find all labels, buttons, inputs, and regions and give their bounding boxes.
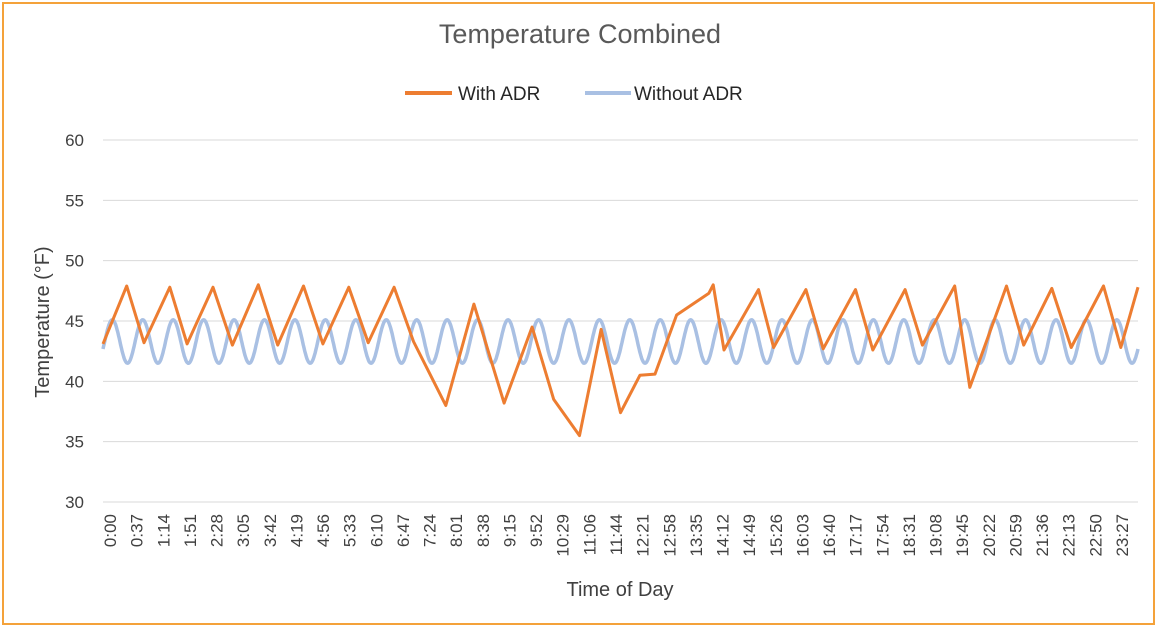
x-axis-title: Time of Day: [566, 579, 673, 601]
x-tick-label: 22:50: [1086, 514, 1105, 557]
x-tick-label: 11:44: [607, 514, 626, 555]
x-tick-label: 22:13: [1060, 514, 1079, 557]
y-tick-label: 45: [65, 312, 84, 331]
series-line-without-adr: [101, 318, 1140, 365]
x-tick-label: 0:00: [101, 514, 120, 547]
x-tick-label: 12:58: [660, 514, 679, 557]
x-tick-label: 18:31: [900, 514, 919, 557]
x-axis-tick-labels: 0:00 0:37 1:14 1:51 2:28 3:05 3:42 4:19 4:56 5:33…: [101, 514, 1132, 557]
y-tick-label: 35: [65, 433, 84, 452]
y-tick-label: 40: [65, 372, 84, 391]
x-tick-label: 1:51: [181, 514, 200, 547]
x-tick-label: 23:27: [1113, 514, 1132, 557]
legend-label-without-adr: Without ADR: [634, 84, 743, 105]
x-tick-label: 20:22: [980, 514, 999, 557]
x-tick-label: 21:36: [1033, 514, 1052, 557]
x-tick-label: 10:29: [554, 514, 573, 557]
y-axis-tick-labels: 30 35 40 45 50 55 60: [65, 131, 84, 512]
x-tick-label: 11:06: [580, 514, 599, 555]
x-tick-label: 16:40: [820, 514, 839, 557]
x-tick-label: 19:45: [953, 514, 972, 557]
y-tick-label: 50: [65, 252, 84, 271]
x-tick-label: 9:52: [527, 514, 546, 547]
x-tick-label: 6:10: [367, 514, 386, 547]
gridlines: [103, 139, 1138, 503]
x-tick-label: 15:26: [767, 514, 786, 557]
y-tick-label: 55: [65, 191, 84, 210]
x-tick-label: 6:47: [394, 514, 413, 547]
x-tick-label: 16:03: [793, 514, 812, 557]
x-tick-label: 13:35: [687, 514, 706, 557]
x-tick-label: 12:21: [634, 514, 653, 557]
y-axis-title: Temperature (°F): [32, 246, 54, 397]
x-tick-label: 20:59: [1006, 514, 1025, 557]
x-tick-label: 17:17: [847, 514, 866, 557]
x-tick-label: 17:54: [873, 514, 892, 557]
x-tick-label: 4:56: [314, 514, 333, 547]
x-tick-label: 3:05: [234, 514, 253, 547]
x-tick-label: 3:42: [261, 514, 280, 547]
x-tick-label: 8:38: [474, 514, 493, 547]
x-tick-label: 9:15: [500, 514, 519, 547]
x-tick-label: 4:19: [287, 514, 306, 547]
x-tick-label: 5:33: [341, 514, 360, 547]
chart-title: Temperature Combined: [439, 19, 721, 49]
x-tick-label: 19:08: [927, 514, 946, 557]
x-tick-label: 14:12: [714, 514, 733, 557]
x-tick-label: 1:14: [154, 514, 173, 547]
x-tick-label: 2:28: [208, 514, 227, 547]
legend: With ADR Without ADR: [405, 84, 743, 105]
y-tick-label: 60: [65, 131, 84, 150]
y-tick-label: 30: [65, 493, 84, 512]
legend-label-with-adr: With ADR: [458, 84, 540, 105]
x-tick-label: 8:01: [447, 514, 466, 547]
x-tick-label: 14:49: [740, 514, 759, 557]
series-line-with-adr: [101, 283, 1140, 438]
x-tick-label: 7:24: [421, 514, 440, 547]
x-tick-label: 0:37: [128, 514, 147, 547]
